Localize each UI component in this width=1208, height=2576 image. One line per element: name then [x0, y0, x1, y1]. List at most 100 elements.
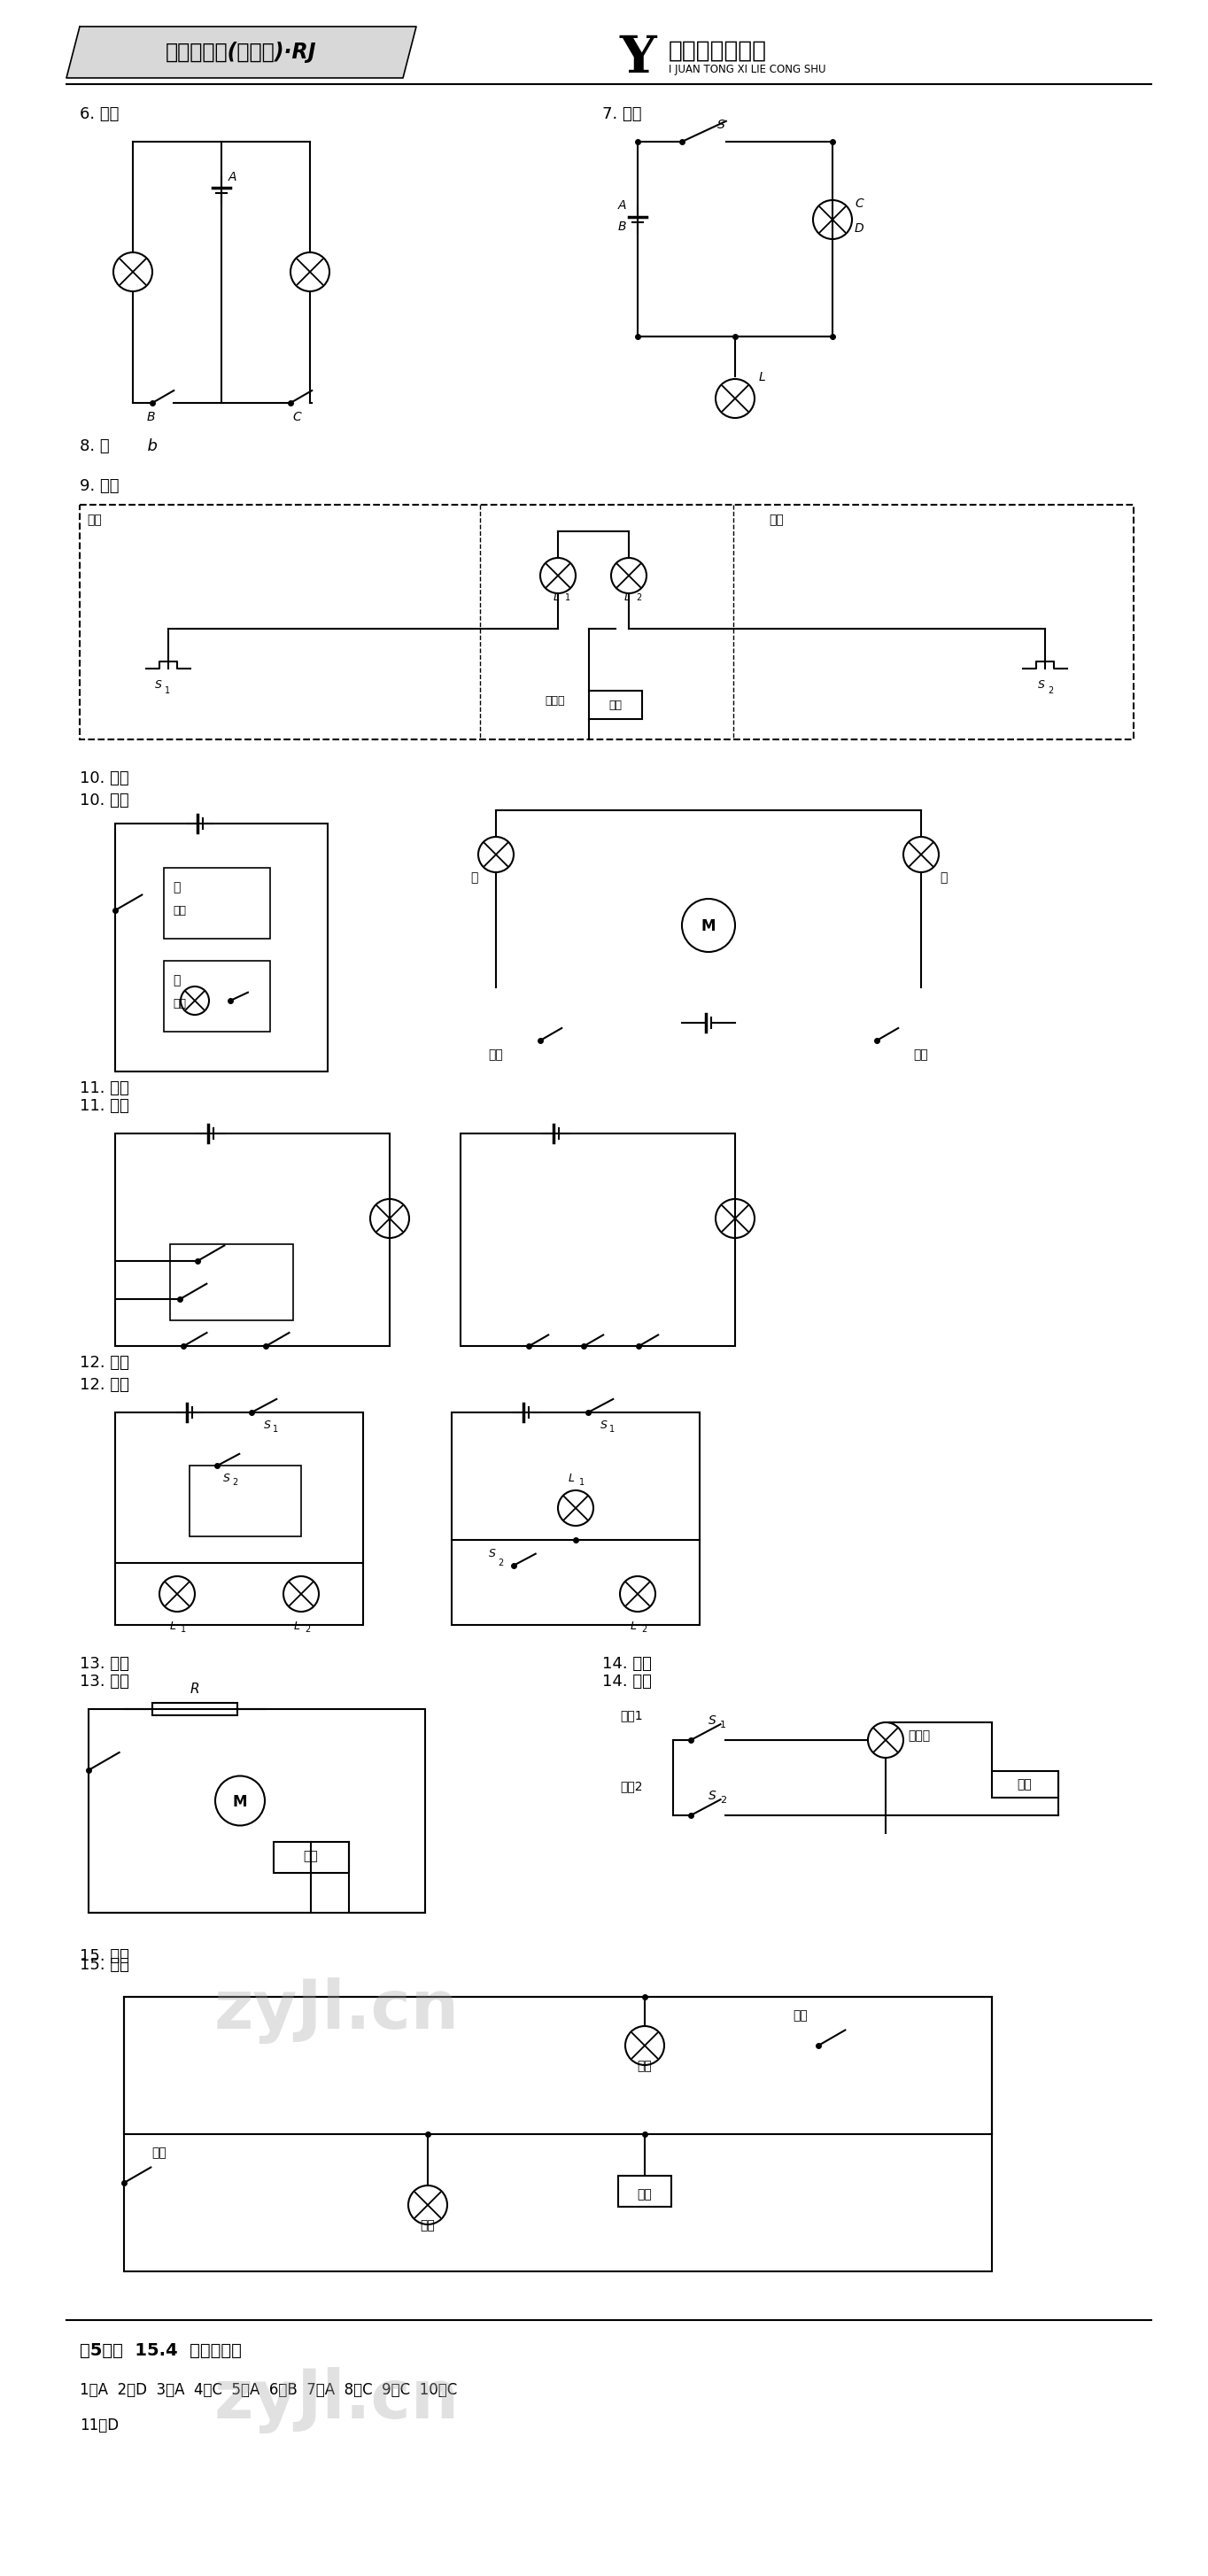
Text: 14. 如图: 14. 如图: [603, 1674, 651, 1690]
Text: 1．A  2．D  3．A  4．C  5．A  6．B  7．A  8．C  9．C  10．C: 1．A 2．D 3．A 4．C 5．A 6．B 7．A 8．C 9．C 10．C: [80, 2383, 457, 2398]
Text: Y: Y: [620, 33, 657, 82]
Text: 2: 2: [720, 1795, 726, 1806]
Text: A: A: [228, 170, 237, 183]
Bar: [80, 505, 1133, 739]
Text: 病房: 病房: [769, 513, 784, 526]
Text: C: C: [854, 198, 864, 209]
Text: 前门: 前门: [152, 2146, 167, 2159]
Bar: [115, 1412, 364, 1625]
Text: 病房: 病房: [87, 513, 101, 526]
Text: 电源: 电源: [1017, 1777, 1032, 1790]
Bar: [618, 2177, 672, 2208]
Bar: [992, 1772, 1058, 1798]
Text: L: L: [625, 592, 631, 603]
Text: S: S: [263, 1419, 271, 1432]
Text: 14. 如图: 14. 如图: [603, 1656, 651, 1672]
Text: 11. 如图: 11. 如图: [80, 1097, 129, 1113]
Text: zyJl.cn: zyJl.cn: [214, 2367, 459, 2432]
Text: 1: 1: [164, 685, 170, 696]
Bar: [460, 1133, 736, 1347]
Text: 10. 如图: 10. 如图: [80, 770, 129, 786]
Text: 2: 2: [304, 1625, 310, 1633]
Text: R: R: [190, 1682, 199, 1695]
Text: 12. 如图: 12. 如图: [80, 1378, 129, 1394]
Bar: [115, 824, 327, 1072]
Text: 红灯: 红灯: [420, 2218, 435, 2231]
Text: 11．D: 11．D: [80, 2416, 118, 2434]
Polygon shape: [66, 26, 417, 77]
Text: D: D: [854, 222, 864, 234]
Text: M: M: [701, 917, 716, 935]
Text: M: M: [233, 1793, 248, 1808]
Bar: [115, 1133, 390, 1347]
Text: 1: 1: [181, 1625, 186, 1633]
Text: 2: 2: [1047, 685, 1053, 696]
Text: 1: 1: [609, 1425, 615, 1435]
Text: 12. 如图: 12. 如图: [80, 1355, 129, 1370]
Text: 电源: 电源: [303, 1850, 318, 1862]
Text: 后门: 后门: [794, 2009, 808, 2022]
Text: 红: 红: [173, 881, 180, 894]
Text: 6. 如图: 6. 如图: [80, 106, 120, 121]
Text: b: b: [138, 438, 157, 453]
Text: S: S: [1038, 680, 1045, 690]
Text: L: L: [631, 1620, 637, 1633]
Text: 一卷通系列丛书: 一卷通系列丛书: [669, 39, 767, 62]
Bar: [274, 1842, 349, 1873]
Bar: [164, 868, 271, 938]
Text: S: S: [709, 1716, 716, 1726]
Text: 15. 如图: 15. 如图: [80, 1947, 129, 1963]
Text: S: S: [155, 680, 162, 690]
Text: 绿: 绿: [940, 871, 947, 884]
Text: 2: 2: [498, 1558, 504, 1566]
Bar: [164, 961, 271, 1030]
Text: S: S: [709, 1790, 716, 1803]
Text: 电源: 电源: [609, 698, 622, 711]
Text: 10. 如图: 10. 如图: [80, 793, 129, 809]
Text: 1: 1: [273, 1425, 278, 1435]
Text: B: B: [146, 412, 155, 422]
Text: 指示灯: 指示灯: [907, 1728, 930, 1741]
Text: B: B: [618, 222, 627, 232]
Text: A: A: [618, 198, 627, 211]
Text: S: S: [223, 1473, 230, 1484]
Bar: [190, 1466, 301, 1535]
Text: L: L: [294, 1620, 301, 1633]
Text: L: L: [759, 371, 766, 384]
Text: 1: 1: [720, 1721, 726, 1728]
Bar: [452, 1412, 699, 1625]
Text: 九年级物理(全一册)·RJ: 九年级物理(全一册)·RJ: [165, 41, 316, 62]
Text: 绿灯: 绿灯: [638, 2061, 652, 2071]
Bar: [88, 1708, 425, 1914]
Text: 1: 1: [565, 592, 570, 603]
Bar: [590, 690, 643, 719]
Text: S: S: [489, 1548, 495, 1558]
Text: S: S: [718, 118, 725, 131]
Bar: [152, 1703, 237, 1716]
Text: 8. 短: 8. 短: [80, 438, 110, 453]
Text: 后门: 后门: [173, 997, 186, 1010]
Text: 护士房: 护士房: [545, 696, 564, 706]
Text: 11. 如图: 11. 如图: [80, 1079, 129, 1097]
Text: 2: 2: [641, 1625, 646, 1633]
Text: 后门: 后门: [913, 1048, 929, 1061]
Text: 9. 如图: 9. 如图: [80, 479, 120, 495]
Text: 13. 如图: 13. 如图: [80, 1674, 129, 1690]
Text: 前门: 前门: [488, 1048, 504, 1061]
Text: L: L: [553, 592, 559, 603]
Text: 厕所1: 厕所1: [620, 1708, 643, 1721]
Text: 15. 如图: 15. 如图: [80, 1958, 129, 1973]
Text: 2: 2: [635, 592, 641, 603]
Text: I JUAN TONG XI LIE CONG SHU: I JUAN TONG XI LIE CONG SHU: [669, 64, 826, 75]
Text: 2: 2: [232, 1479, 238, 1486]
Text: L: L: [170, 1620, 176, 1633]
Bar: [170, 1244, 294, 1321]
Text: 7. 如图: 7. 如图: [603, 106, 641, 121]
Text: L: L: [569, 1473, 575, 1484]
Text: 第5课时  15.4  电流的测量: 第5课时 15.4 电流的测量: [80, 2342, 242, 2360]
Text: 绿: 绿: [173, 974, 180, 987]
Text: C: C: [292, 412, 301, 422]
Text: 1: 1: [579, 1479, 585, 1486]
Text: zyJl.cn: zyJl.cn: [214, 1976, 459, 2043]
Text: 前门: 前门: [173, 904, 186, 917]
